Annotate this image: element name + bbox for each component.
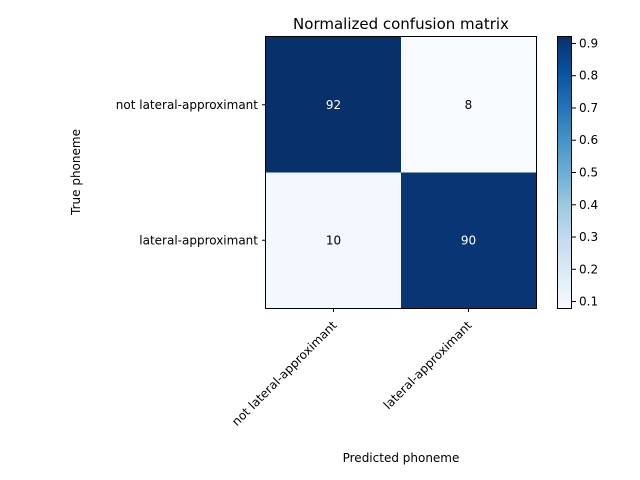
heatmap-cell [401, 172, 537, 309]
colorbar-tick-label: 0.4 [579, 198, 598, 212]
x-axis-label: Predicted phoneme [343, 451, 460, 465]
y-ticks: not lateral-approximant lateral-approxima… [116, 98, 266, 247]
cell-value-label: 90 [461, 233, 476, 247]
colorbar-tick-label: 0.2 [579, 262, 598, 276]
plot-frame [265, 36, 537, 309]
colorbar-tick-label: 0.1 [579, 295, 598, 309]
chart-title: Normalized confusion matrix [293, 15, 509, 33]
colorbar-tick-label: 0.8 [579, 69, 598, 83]
x-ticks: not lateral-approximant lateral-approxima… [229, 308, 475, 429]
y-tick-label: lateral-approximant [139, 233, 258, 247]
colorbar-tick-label: 0.7 [579, 101, 598, 115]
cell-value-label: 8 [465, 98, 473, 112]
cell-value-label: 10 [326, 233, 341, 247]
colorbar [557, 36, 572, 309]
heatmap-cell [266, 37, 402, 173]
colorbar-tick-label: 0.9 [579, 36, 598, 50]
cell-value-label: 92 [326, 98, 341, 112]
heatmap-cell [266, 172, 402, 309]
y-tick-label: not lateral-approximant [116, 98, 259, 112]
colorbar-tick-label: 0.3 [579, 230, 598, 244]
heatmap-cells: 92 8 10 90 [266, 37, 537, 309]
x-tick-label: lateral-approximant [381, 318, 475, 412]
colorbar-ticks: 0.1 0.2 0.3 0.4 0.5 0.6 0.7 0.8 0.9 [572, 36, 598, 309]
y-axis-label: True phoneme [69, 129, 83, 216]
colorbar-tick-label: 0.5 [579, 166, 598, 180]
heatmap-cell [401, 37, 537, 173]
x-tick-label: not lateral-approximant [229, 318, 340, 429]
colorbar-tick-label: 0.6 [579, 133, 598, 147]
